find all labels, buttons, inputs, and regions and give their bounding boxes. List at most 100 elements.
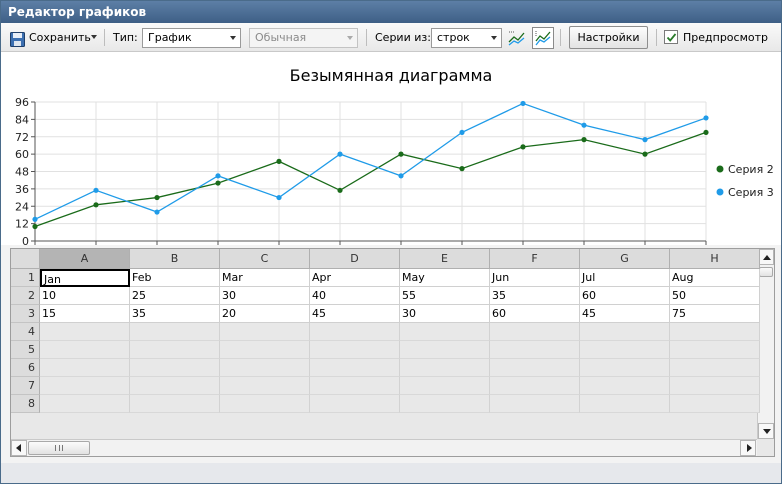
scroll-down-button[interactable] <box>758 423 774 439</box>
grid-cell[interactable] <box>310 395 400 413</box>
grid-cell[interactable]: Jan <box>40 269 130 287</box>
grid-cell[interactable] <box>40 377 130 395</box>
save-icon[interactable] <box>10 29 25 47</box>
column-header[interactable]: D <box>310 249 400 269</box>
grid-cell[interactable] <box>580 377 670 395</box>
grid-corner[interactable] <box>11 249 40 269</box>
grid-cell[interactable] <box>400 341 490 359</box>
grid-cell[interactable]: 45 <box>580 305 670 323</box>
column-header[interactable]: F <box>490 249 580 269</box>
grid-cell[interactable]: 25 <box>130 287 220 305</box>
grid-cell[interactable]: 75 <box>670 305 760 323</box>
grid-cell[interactable] <box>130 395 220 413</box>
grid-cell[interactable]: 60 <box>490 305 580 323</box>
grid-cell[interactable] <box>490 377 580 395</box>
horizontal-scroll-thumb[interactable] <box>28 441 90 455</box>
column-header[interactable]: G <box>580 249 670 269</box>
save-button[interactable]: Сохранить <box>29 31 91 44</box>
grid-cell[interactable] <box>220 377 310 395</box>
grid-cell[interactable] <box>580 341 670 359</box>
grid-cell[interactable]: 55 <box>400 287 490 305</box>
grid-cell[interactable] <box>670 323 760 341</box>
grid-cell[interactable] <box>670 395 760 413</box>
grid-cell[interactable] <box>40 395 130 413</box>
data-grid[interactable]: A B C D E F G H 1 Jan Feb Mar Apr May Jun Jul Aug 2 10 25 30… <box>10 248 775 457</box>
grid-cell[interactable]: 35 <box>490 287 580 305</box>
grid-cell[interactable]: 45 <box>310 305 400 323</box>
grid-cell[interactable] <box>220 323 310 341</box>
grid-cell[interactable] <box>400 323 490 341</box>
grid-cell[interactable]: May <box>400 269 490 287</box>
scroll-left-button[interactable] <box>11 440 27 456</box>
grid-cell[interactable]: 30 <box>220 287 310 305</box>
grid-cell[interactable]: Jul <box>580 269 670 287</box>
grid-cell[interactable] <box>490 359 580 377</box>
column-header[interactable]: A <box>40 249 130 269</box>
grid-cell[interactable] <box>400 377 490 395</box>
grid-cell[interactable] <box>220 359 310 377</box>
grid-cell[interactable] <box>40 341 130 359</box>
grid-cell[interactable] <box>490 395 580 413</box>
grid-cell[interactable] <box>670 377 760 395</box>
column-header[interactable]: E <box>400 249 490 269</box>
grid-cell[interactable] <box>130 323 220 341</box>
series-by-rows-button[interactable] <box>506 27 528 49</box>
vertical-scroll-thumb[interactable] <box>759 267 773 277</box>
horizontal-scrollbar[interactable] <box>11 439 757 456</box>
grid-cell[interactable]: 50 <box>670 287 760 305</box>
preview-label[interactable]: Предпросмотр <box>683 31 768 44</box>
grid-cell[interactable] <box>670 359 760 377</box>
grid-cell[interactable]: 60 <box>580 287 670 305</box>
grid-cell[interactable]: 30 <box>400 305 490 323</box>
grid-cell[interactable] <box>400 395 490 413</box>
grid-cell[interactable]: 10 <box>40 287 130 305</box>
grid-cell[interactable]: Jun <box>490 269 580 287</box>
grid-cell[interactable] <box>310 359 400 377</box>
grid-cell[interactable]: 40 <box>310 287 400 305</box>
scroll-right-button[interactable] <box>740 440 756 456</box>
grid-cell[interactable] <box>130 377 220 395</box>
row-header[interactable]: 3 <box>11 305 40 323</box>
column-header[interactable]: B <box>130 249 220 269</box>
column-header[interactable]: C <box>220 249 310 269</box>
grid-cell[interactable] <box>490 323 580 341</box>
grid-cell[interactable] <box>400 359 490 377</box>
row-header[interactable]: 4 <box>11 323 40 341</box>
grid-cell[interactable]: 35 <box>130 305 220 323</box>
preview-checkbox[interactable] <box>664 30 678 44</box>
grid-cell[interactable] <box>670 341 760 359</box>
row-header[interactable]: 8 <box>11 395 40 413</box>
row-header[interactable]: 2 <box>11 287 40 305</box>
series-from-select[interactable]: строк <box>431 28 502 48</box>
row-header[interactable]: 1 <box>11 269 40 287</box>
row-header[interactable]: 7 <box>11 377 40 395</box>
grid-cell[interactable]: 20 <box>220 305 310 323</box>
grid-cell[interactable] <box>220 395 310 413</box>
grid-cell[interactable]: Mar <box>220 269 310 287</box>
series-by-columns-icon <box>535 31 551 46</box>
grid-cell[interactable] <box>490 341 580 359</box>
grid-cell[interactable]: 15 <box>40 305 130 323</box>
row-header[interactable]: 5 <box>11 341 40 359</box>
grid-cell[interactable] <box>130 341 220 359</box>
grid-cell[interactable] <box>580 359 670 377</box>
chart-type-select[interactable]: График <box>142 28 241 48</box>
grid-cell[interactable] <box>220 341 310 359</box>
row-header[interactable]: 6 <box>11 359 40 377</box>
series-by-columns-button[interactable] <box>532 27 554 49</box>
grid-cell[interactable] <box>310 377 400 395</box>
column-header[interactable]: H <box>670 249 760 269</box>
scroll-up-button[interactable] <box>758 249 774 265</box>
grid-cell[interactable]: Aug <box>670 269 760 287</box>
grid-cell[interactable] <box>580 395 670 413</box>
grid-cell[interactable]: Feb <box>130 269 220 287</box>
grid-cell[interactable] <box>310 341 400 359</box>
grid-cell[interactable] <box>310 323 400 341</box>
grid-cell[interactable] <box>40 359 130 377</box>
grid-cell[interactable] <box>40 323 130 341</box>
settings-button[interactable]: Настройки <box>569 26 648 49</box>
grid-cell[interactable] <box>130 359 220 377</box>
save-dropdown-icon[interactable] <box>91 35 97 39</box>
grid-cell[interactable] <box>580 323 670 341</box>
grid-cell[interactable]: Apr <box>310 269 400 287</box>
